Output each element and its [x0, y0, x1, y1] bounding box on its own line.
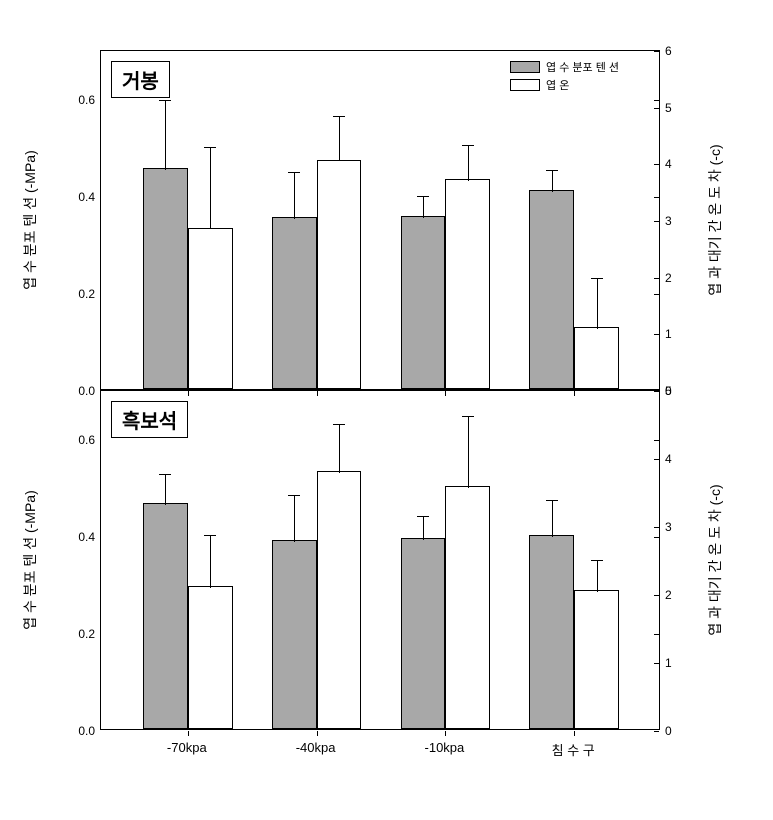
ytick-right: 2 [665, 588, 672, 602]
ytick-left: 0.0 [78, 384, 95, 398]
bar-white [445, 486, 490, 729]
x-tick-label: -40kpa [296, 740, 336, 755]
ytick-left: 0.6 [78, 433, 95, 447]
ytick-right: 5 [665, 101, 672, 115]
x-tick-label: 침 수 구 [552, 740, 595, 759]
ytick-right: 0 [665, 724, 672, 738]
x-tick-label: -70kpa [167, 740, 207, 755]
ytick-right: 5 [665, 384, 672, 398]
bar-grey [529, 535, 574, 729]
legend-label: 엽 수 분포 텐 션 [546, 59, 619, 75]
legend-swatch-grey [510, 61, 540, 73]
panel-label: 흑보석 [111, 401, 188, 438]
ytick-left: 0.0 [78, 724, 95, 738]
ytick-right: 6 [665, 44, 672, 58]
bar-grey [272, 217, 317, 389]
bar-white [574, 327, 619, 389]
panel-top: 0.00.20.40.60123456거봉엽 수 분포 텐 션엽 온 [100, 50, 660, 390]
ytick-right: 1 [665, 656, 672, 670]
panel-label: 거봉 [111, 61, 170, 98]
ytick-left: 0.2 [78, 627, 95, 641]
legend-item: 엽 온 [510, 77, 619, 93]
y-axis-right-title: 엽 과 대기 간 온 도 차 (-c) [705, 484, 725, 635]
bar-white [574, 590, 619, 729]
y-axis-left-title: 엽 수 분포 텐 션 (-MPa) [20, 490, 40, 630]
ytick-right: 3 [665, 520, 672, 534]
bar-grey [529, 190, 574, 389]
legend-swatch-white [510, 79, 540, 91]
ytick-right: 3 [665, 214, 672, 228]
y-axis-right-title: 엽 과 대기 간 온 도 차 (-c) [705, 144, 725, 295]
ytick-left: 0.2 [78, 287, 95, 301]
legend-item: 엽 수 분포 텐 션 [510, 59, 619, 75]
ytick-right: 4 [665, 452, 672, 466]
ytick-right: 1 [665, 327, 672, 341]
bar-grey [272, 540, 317, 729]
x-tick-label: -10kpa [425, 740, 465, 755]
bar-white [188, 586, 233, 729]
legend-label: 엽 온 [546, 77, 569, 93]
ytick-left: 0.4 [78, 190, 95, 204]
bar-white [317, 160, 362, 390]
bar-white [445, 179, 490, 389]
bar-white [317, 471, 362, 729]
bar-grey [401, 216, 446, 389]
ytick-right: 2 [665, 271, 672, 285]
bar-grey [143, 503, 188, 729]
bar-grey [401, 538, 446, 729]
ytick-right: 4 [665, 157, 672, 171]
panel-bot: 0.00.20.40.6012345흑보석 [100, 390, 660, 730]
ytick-left: 0.6 [78, 93, 95, 107]
bar-grey [143, 168, 188, 389]
y-axis-left-title: 엽 수 분포 텐 션 (-MPa) [20, 150, 40, 290]
bar-white [188, 228, 233, 390]
ytick-left: 0.4 [78, 530, 95, 544]
legend: 엽 수 분포 텐 션엽 온 [510, 59, 619, 95]
